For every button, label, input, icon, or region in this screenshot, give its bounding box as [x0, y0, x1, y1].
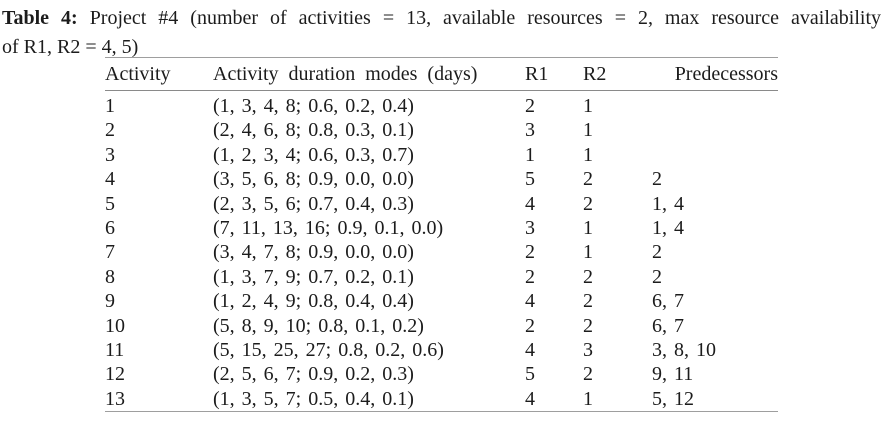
cell-duration-modes: (3, 4, 7, 8; 0.9, 0.0, 0.0): [213, 241, 414, 264]
cell-r1: 2: [525, 265, 535, 288]
cell-r1: 2: [525, 241, 535, 264]
cell-activity: 5: [105, 192, 115, 215]
cell-activity: 11: [105, 339, 125, 362]
cell-r2: 2: [583, 290, 593, 313]
table-row: 8 (1, 3, 7, 9; 0.7, 0.2, 0.1) 2 2 2: [105, 265, 778, 289]
cell-duration-modes: (2, 3, 5, 6; 0.7, 0.4, 0.3): [213, 192, 414, 215]
header-row: Activity Activity duration modes (days) …: [105, 57, 778, 91]
cell-r1: 4: [525, 192, 535, 215]
caption-text: Project #4 (number of activities = 13, a…: [89, 7, 882, 29]
cell-r1: 3: [525, 119, 535, 142]
cell-r1: 3: [525, 217, 535, 240]
cell-duration-modes: (1, 3, 7, 9; 0.7, 0.2, 0.1): [213, 265, 414, 288]
cell-duration-modes: (1, 3, 5, 7; 0.5, 0.4, 0.1): [213, 387, 414, 410]
col-header-r2: R2: [583, 57, 652, 91]
cell-duration-modes: (2, 5, 6, 7; 0.9, 0.2, 0.3): [213, 363, 414, 386]
cell-r2: 2: [583, 168, 593, 191]
table-row: 9 (1, 2, 4, 9; 0.8, 0.4, 0.4) 4 2 6, 7: [105, 289, 778, 313]
cell-r1: 2: [525, 95, 535, 117]
cell-predecessors: 1, 4: [652, 217, 684, 240]
table-row: 3 (1, 2, 3, 4; 0.6, 0.3, 0.7) 1 1: [105, 143, 778, 167]
cell-r2: 2: [583, 265, 593, 288]
cell-activity: 12: [105, 363, 125, 386]
cell-duration-modes: (5, 8, 9, 10; 0.8, 0.1, 0.2): [213, 314, 424, 337]
cell-duration-modes: (3, 5, 6, 8; 0.9, 0.0, 0.0): [213, 168, 414, 191]
cell-activity: 1: [105, 95, 115, 117]
project-table: Activity Activity duration modes (days) …: [105, 57, 778, 413]
cell-duration-modes: (1, 2, 4, 9; 0.8, 0.4, 0.4): [213, 290, 414, 313]
col-header-predecessors: Predecessors: [652, 57, 778, 91]
caption-line-2: of R1, R2 = 4, 5): [2, 36, 139, 58]
cell-r2: 2: [583, 192, 593, 215]
cell-predecessors: 2: [652, 168, 662, 191]
cell-r1: 2: [525, 314, 535, 337]
cell-duration-modes: (1, 3, 4, 8; 0.6, 0.2, 0.4): [213, 95, 414, 117]
cell-activity: 3: [105, 143, 115, 166]
cell-activity: 2: [105, 119, 115, 142]
col-header-activity: Activity: [105, 57, 213, 91]
cell-duration-modes: (1, 2, 3, 4; 0.6, 0.3, 0.7): [213, 143, 414, 166]
cell-duration-modes: (7, 11, 13, 16; 0.9, 0.1, 0.0): [213, 217, 444, 240]
table-row: 1 (1, 3, 4, 8; 0.6, 0.2, 0.4) 2 1: [105, 91, 778, 119]
cell-activity: 6: [105, 217, 115, 240]
cell-activity: 13: [105, 387, 125, 410]
cell-r2: 1: [583, 143, 593, 166]
table-row: 6 (7, 11, 13, 16; 0.9, 0.1, 0.0) 3 1 1, …: [105, 216, 778, 240]
col-header-r1: R1: [525, 57, 583, 91]
cell-predecessors: 2: [652, 265, 662, 288]
cell-r2: 1: [583, 217, 593, 240]
cell-r2: 1: [583, 241, 593, 264]
table-row: 10 (5, 8, 9, 10; 0.8, 0.1, 0.2) 2 2 6, 7: [105, 314, 778, 338]
cell-r1: 4: [525, 290, 535, 313]
cell-r2: 2: [583, 363, 593, 386]
cell-r2: 1: [583, 119, 593, 142]
cell-predecessors: [652, 118, 778, 142]
cell-duration-modes: (5, 15, 25, 27; 0.8, 0.2, 0.6): [213, 339, 444, 362]
table-row: 2 (2, 4, 6, 8; 0.8, 0.3, 0.1) 3 1: [105, 118, 778, 142]
cell-r1: 5: [525, 363, 535, 386]
cell-activity: 9: [105, 290, 115, 313]
cell-r2: 1: [583, 387, 593, 410]
cell-predecessors: [652, 91, 778, 119]
cell-predecessors: 5, 12: [652, 387, 694, 410]
cell-activity: 10: [105, 314, 125, 337]
cell-r2: 3: [583, 339, 593, 362]
cell-r1: 1: [525, 143, 535, 166]
caption-label: Table 4:: [2, 7, 78, 29]
cell-r1: 4: [525, 387, 535, 410]
cell-r1: 5: [525, 168, 535, 191]
cell-r1: 4: [525, 339, 535, 362]
table-row: 11 (5, 15, 25, 27; 0.8, 0.2, 0.6) 4 3 3,…: [105, 338, 778, 362]
cell-predecessors: [652, 143, 778, 167]
cell-r2: 1: [583, 95, 593, 117]
table-row: 5 (2, 3, 5, 6; 0.7, 0.4, 0.3) 4 2 1, 4: [105, 192, 778, 216]
cell-predecessors: 6, 7: [652, 290, 684, 313]
cell-duration-modes: (2, 4, 6, 8; 0.8, 0.3, 0.1): [213, 119, 414, 142]
table-header: Activity Activity duration modes (days) …: [105, 57, 778, 91]
cell-predecessors: 6, 7: [652, 314, 684, 337]
table-row: 4 (3, 5, 6, 8; 0.9, 0.0, 0.0) 5 2 2: [105, 167, 778, 191]
cell-activity: 4: [105, 168, 115, 191]
table-row: 12 (2, 5, 6, 7; 0.9, 0.2, 0.3) 5 2 9, 11: [105, 362, 778, 386]
cell-predecessors: 9, 11: [652, 363, 694, 386]
cell-activity: 8: [105, 265, 115, 288]
caption-line-1: Table 4: Project #4 (number of activitie…: [2, 4, 881, 33]
table-body: 1 (1, 3, 4, 8; 0.6, 0.2, 0.4) 2 1 2 (2, …: [105, 91, 778, 412]
cell-activity: 7: [105, 241, 115, 264]
table-row: 7 (3, 4, 7, 8; 0.9, 0.0, 0.0) 2 1 2: [105, 240, 778, 264]
cell-predecessors: 3, 8, 10: [652, 339, 716, 362]
table-caption: Table 4: Project #4 (number of activitie…: [2, 4, 881, 62]
col-header-duration-modes: Activity duration modes (days): [213, 57, 525, 91]
cell-predecessors: 2: [652, 241, 662, 264]
table-row: 13 (1, 3, 5, 7; 0.5, 0.4, 0.1) 4 1 5, 12: [105, 387, 778, 412]
cell-r2: 2: [583, 314, 593, 337]
cell-predecessors: 1, 4: [652, 192, 684, 215]
